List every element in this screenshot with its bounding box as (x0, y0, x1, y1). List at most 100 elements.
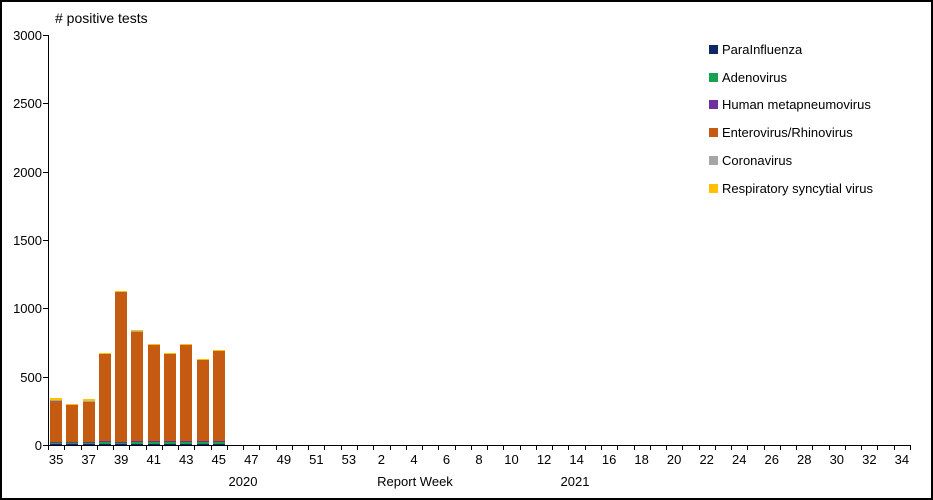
x-tick-mark (666, 446, 668, 450)
bar-segment-respiratory-syncytial-virus (98, 352, 111, 354)
x-tick-label: 35 (48, 452, 64, 467)
bar-segment-coronavirus (82, 400, 95, 403)
x-tick-label: 28 (797, 452, 812, 467)
x-tick-label: 4 (410, 452, 418, 467)
x-tick-label: 41 (146, 452, 161, 467)
legend-swatch-icon (709, 128, 718, 138)
bar-segment-respiratory-syncytial-virus (82, 399, 95, 401)
bar-segment-parainfluenza (147, 443, 160, 445)
bar-segment-coronavirus (50, 399, 63, 401)
y-tick-label: 500 (20, 369, 42, 385)
bar-segment-respiratory-syncytial-virus (212, 349, 225, 351)
year-label-2020: 2020 (228, 474, 258, 489)
bar-segment-enterovirus-rhinovirus (82, 402, 95, 442)
y-tick-mark (43, 308, 48, 310)
x-tick-label: 18 (634, 452, 649, 467)
x-tick-mark (373, 446, 375, 450)
x-tick-mark (568, 446, 570, 450)
y-tick-mark (43, 171, 48, 173)
legend-label: Coronavirus (722, 152, 793, 168)
bar-segment-enterovirus-rhinovirus (131, 331, 144, 442)
x-tick-mark (275, 446, 277, 450)
legend-swatch-icon (709, 72, 718, 82)
x-tick-mark (113, 446, 115, 450)
x-tick-label: 16 (601, 452, 617, 467)
x-tick-mark (80, 446, 82, 450)
x-tick-label: 32 (862, 452, 877, 467)
x-tick-label: 14 (569, 452, 584, 467)
x-tick-mark (828, 446, 830, 450)
bar-segment-enterovirus-rhinovirus (147, 344, 160, 442)
x-tick-mark (747, 446, 749, 450)
bar-segment-enterovirus-rhinovirus (98, 353, 111, 441)
x-tick-label: 39 (113, 452, 129, 467)
bar-segment-enterovirus-rhinovirus (66, 404, 79, 442)
x-tick-mark (519, 446, 521, 450)
bar-segment-adenovirus (66, 442, 79, 444)
bar-segment-enterovirus-rhinovirus (115, 292, 128, 442)
x-tick-mark (698, 446, 700, 450)
bar-segment-human-metapneumovirus (147, 441, 160, 443)
x-tick-label: 51 (309, 452, 324, 467)
x-tick-label: 26 (764, 452, 779, 467)
bar-segment-human-metapneumovirus (82, 441, 95, 443)
y-tick-mark (43, 240, 48, 241)
x-tick-mark (552, 446, 554, 450)
legend-label: Respiratory syncytial virus (722, 180, 873, 196)
year-label-2021: 2021 (560, 474, 590, 489)
x-tick-mark (535, 446, 537, 450)
x-tick-mark (178, 446, 180, 450)
x-tick-mark (357, 446, 359, 450)
bar-segment-enterovirus-rhinovirus (180, 344, 193, 442)
x-axis-line (48, 445, 911, 446)
bar-segment-enterovirus-rhinovirus (212, 350, 225, 442)
x-tick-mark (96, 446, 98, 450)
y-tick-label: 3000 (13, 28, 42, 43)
x-tick-mark (389, 446, 391, 450)
x-tick-mark (584, 446, 586, 450)
bar-segment-respiratory-syncytial-virus (50, 398, 63, 400)
x-tick-mark (844, 446, 846, 450)
x-tick-mark (649, 446, 651, 450)
bar-segment-parainfluenza (50, 444, 63, 446)
bar-segment-human-metapneumovirus (196, 441, 209, 443)
bar-segment-respiratory-syncytial-virus (196, 358, 209, 360)
x-tick-label: 2 (377, 452, 386, 467)
x-tick-label: 12 (536, 452, 552, 467)
bar-segment-parainfluenza (212, 444, 225, 446)
x-tick-mark (161, 446, 163, 450)
x-tick-mark (877, 446, 879, 450)
x-tick-mark (243, 446, 245, 450)
x-tick-mark (64, 446, 66, 450)
bar-segment-adenovirus (196, 442, 209, 445)
x-tick-mark (259, 446, 261, 450)
x-tick-mark (714, 446, 716, 450)
bar-segment-parainfluenza (98, 444, 111, 446)
x-tick-label: 37 (81, 452, 96, 467)
x-tick-mark (145, 446, 147, 450)
x-tick-label: 49 (276, 452, 292, 467)
x-tick-label: 20 (666, 452, 682, 467)
x-tick-label: 6 (442, 452, 451, 467)
x-tick-mark (633, 446, 635, 450)
legend-swatch-icon (709, 183, 718, 193)
y-tick-label: 1500 (13, 233, 42, 248)
x-tick-mark (600, 446, 602, 450)
bar-segment-adenovirus (163, 441, 176, 444)
bar-segment-human-metapneumovirus (131, 441, 144, 443)
legend-label: Adenovirus (722, 69, 788, 85)
x-tick-mark (682, 446, 684, 450)
x-tick-mark (503, 446, 505, 450)
bar-segment-human-metapneumovirus (163, 441, 176, 443)
bar-segment-human-metapneumovirus (180, 441, 193, 443)
bar-segment-human-metapneumovirus (115, 441, 128, 443)
bar-segment-parainfluenza (163, 443, 176, 445)
bar-segment-adenovirus (180, 441, 193, 445)
bar-segment-adenovirus (82, 442, 95, 444)
bar-segment-human-metapneumovirus (98, 440, 111, 442)
legend-swatch-icon (709, 100, 718, 110)
bar-segment-coronavirus (98, 353, 111, 355)
bar-segment-enterovirus-rhinovirus (163, 353, 176, 442)
legend-swatch-icon (709, 45, 718, 54)
